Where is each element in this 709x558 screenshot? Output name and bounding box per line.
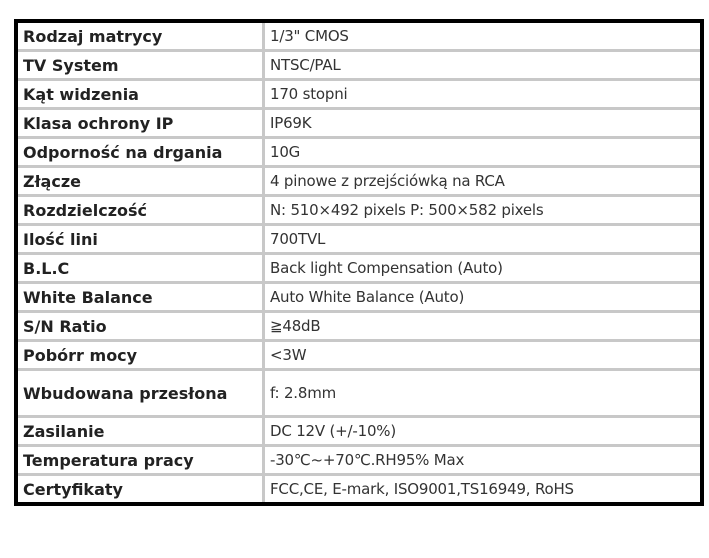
- spec-row: TV System NTSC/PAL: [16, 49, 702, 81]
- spec-row: Wbudowana przesłona f: 2.8mm: [16, 368, 702, 418]
- spec-label: Pobórr mocy: [16, 339, 265, 371]
- spec-table-body: Rodzaj matrycy 1/3" CMOS TV System NTSC/PAL…: [16, 21, 702, 504]
- spec-row: S/N Ratio ≧48dB: [16, 310, 702, 342]
- spec-label: Temperatura pracy: [16, 444, 265, 476]
- spec-label: Kąt widzenia: [16, 78, 265, 110]
- spec-value: DC 12V (+/-10%): [262, 415, 702, 447]
- spec-value: 10G: [262, 136, 702, 168]
- spec-label: S/N Ratio: [16, 310, 265, 342]
- spec-label: Klasa ochrony IP: [16, 107, 265, 139]
- spec-row: Rozdzielczość N: 510×492 pixels P: 500×58…: [16, 194, 702, 226]
- spec-label: TV System: [16, 49, 265, 81]
- spec-label: Rodzaj matrycy: [16, 21, 265, 52]
- spec-row: B.L.C Back light Compensation (Auto): [16, 252, 702, 284]
- spec-row: Klasa ochrony IP IP69K: [16, 107, 702, 139]
- spec-label: Zasilanie: [16, 415, 265, 447]
- spec-value: ≧48dB: [262, 310, 702, 342]
- spec-value: <3W: [262, 339, 702, 371]
- spec-label: Ilość lini: [16, 223, 265, 255]
- spec-row: Zasilanie DC 12V (+/-10%): [16, 415, 702, 447]
- spec-row: Ilość lini 700TVL: [16, 223, 702, 255]
- spec-row: Temperatura pracy -30℃~+70℃.RH95% Max: [16, 444, 702, 476]
- spec-value: 1/3" CMOS: [262, 21, 702, 52]
- spec-value: IP69K: [262, 107, 702, 139]
- spec-label: Złącze: [16, 165, 265, 197]
- spec-label: B.L.C: [16, 252, 265, 284]
- spec-row: Kąt widzenia 170 stopni: [16, 78, 702, 110]
- spec-value: 170 stopni: [262, 78, 702, 110]
- spec-label: Rozdzielczość: [16, 194, 265, 226]
- spec-value: Auto White Balance (Auto): [262, 281, 702, 313]
- spec-row: Pobórr mocy <3W: [16, 339, 702, 371]
- spec-row: White Balance Auto White Balance (Auto): [16, 281, 702, 313]
- spec-label: White Balance: [16, 281, 265, 313]
- spec-label: Certyfikaty: [16, 473, 265, 504]
- spec-row: Rodzaj matrycy 1/3" CMOS: [16, 21, 702, 52]
- spec-row: Złącze 4 pinowe z przejściówką na RCA: [16, 165, 702, 197]
- spec-row: Certyfikaty FCC,CE, E-mark, ISO9001,TS169…: [16, 473, 702, 504]
- spec-row: Odporność na drgania 10G: [16, 136, 702, 168]
- spec-value: FCC,CE, E-mark, ISO9001,TS16949, RoHS: [262, 473, 702, 504]
- spec-table: Rodzaj matrycy 1/3" CMOS TV System NTSC/PAL…: [14, 19, 704, 506]
- spec-value: 700TVL: [262, 223, 702, 255]
- spec-label: Odporność na drgania: [16, 136, 265, 168]
- spec-value: Back light Compensation (Auto): [262, 252, 702, 284]
- spec-value: -30℃~+70℃.RH95% Max: [262, 444, 702, 476]
- spec-value: N: 510×492 pixels P: 500×582 pixels: [262, 194, 702, 226]
- spec-value: f: 2.8mm: [262, 368, 702, 418]
- spec-label: Wbudowana przesłona: [16, 368, 265, 418]
- spec-value: NTSC/PAL: [262, 49, 702, 81]
- spec-value: 4 pinowe z przejściówką na RCA: [262, 165, 702, 197]
